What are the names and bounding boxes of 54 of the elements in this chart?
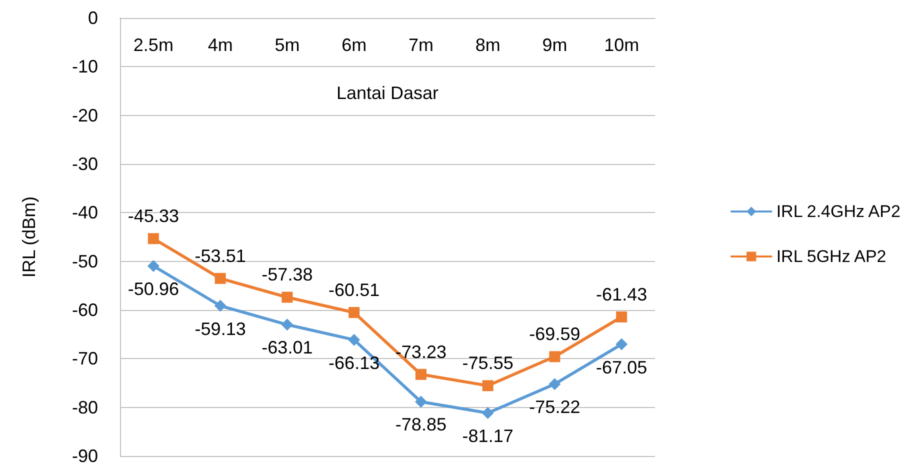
x-tick-label: 2.5m xyxy=(133,35,174,55)
point xyxy=(348,306,360,318)
data-label: -75.22 xyxy=(529,397,580,418)
y-tick-label: -30 xyxy=(72,154,98,174)
point xyxy=(348,334,360,346)
legend-label: IRL 5GHz AP2 xyxy=(776,247,886,266)
x-tick-label: 8m xyxy=(475,35,500,55)
x-tick-label: 7m xyxy=(408,35,434,55)
x-tick-label: 9m xyxy=(542,35,568,55)
point xyxy=(415,368,426,380)
data-label: -63.01 xyxy=(262,338,313,358)
data-label: -66.13 xyxy=(328,352,380,373)
data-label: -60.51 xyxy=(328,280,380,300)
point xyxy=(482,407,494,420)
data-label: -75.55 xyxy=(462,353,514,374)
y-tick-label: -50 xyxy=(72,251,98,272)
point xyxy=(482,380,494,392)
point xyxy=(548,378,561,390)
x-tick-label: 4m xyxy=(208,35,233,55)
point xyxy=(214,300,226,312)
data-label: -59.13 xyxy=(194,318,246,339)
data-label: -45.33 xyxy=(128,206,179,226)
x-tick-label: 5m xyxy=(274,35,300,55)
y-tick-label: -90 xyxy=(72,446,98,466)
point xyxy=(148,233,159,244)
point xyxy=(414,396,427,408)
y-tick-label: -40 xyxy=(72,202,98,223)
point xyxy=(282,292,293,303)
data-label: -78.85 xyxy=(395,414,446,435)
data-label: -61.43 xyxy=(596,284,648,304)
data-label: -57.38 xyxy=(262,264,313,285)
data-label: -53.51 xyxy=(194,246,246,266)
y-tick-label: -70 xyxy=(72,348,98,369)
x-axis-title: Lantai Dasar xyxy=(336,83,439,103)
x-tick-label: 6m xyxy=(342,35,367,55)
data-label: -73.23 xyxy=(395,342,446,362)
y-tick-label: -60 xyxy=(72,300,98,320)
y-tick-label: -10 xyxy=(72,56,98,77)
point xyxy=(147,260,160,272)
data-label: -69.59 xyxy=(529,324,580,344)
point xyxy=(616,338,628,350)
data-label: -50.96 xyxy=(128,279,179,300)
y-tick-label: 0 xyxy=(88,8,98,28)
point xyxy=(616,311,628,322)
point xyxy=(281,318,294,331)
legend-label: IRL 2.4GHz AP2 xyxy=(776,202,900,221)
y-tick-label: -20 xyxy=(72,105,98,126)
x-tick-label: 10m xyxy=(604,35,640,55)
y-axis-title: IRL (dBm) xyxy=(19,196,39,278)
point xyxy=(549,351,560,362)
y-tick-label: -80 xyxy=(72,397,98,418)
data-label: -81.17 xyxy=(462,426,514,446)
data-label: -67.05 xyxy=(596,357,648,378)
point xyxy=(214,272,226,284)
